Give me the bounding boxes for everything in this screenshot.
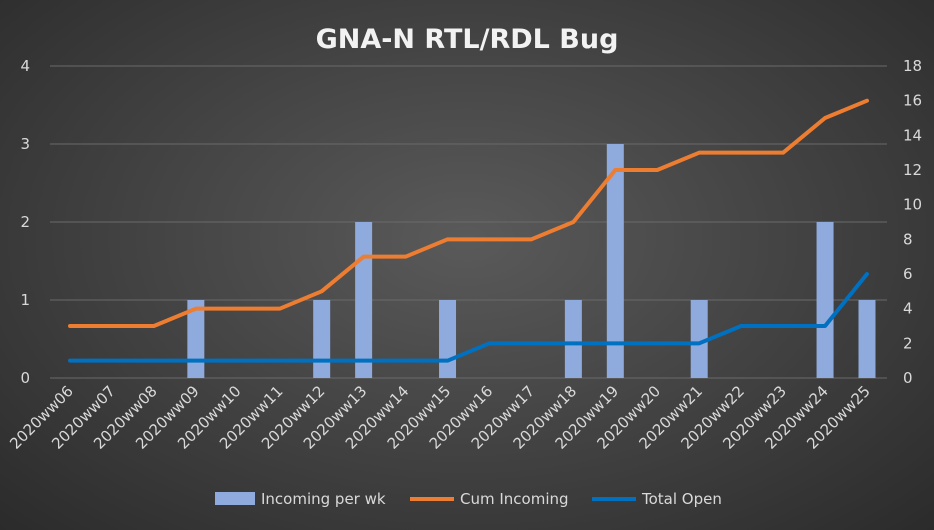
right-tick-label: 2	[903, 334, 913, 352]
legend-label: Total Open	[641, 490, 722, 508]
right-tick-label: 4	[903, 300, 913, 318]
right-tick-label: 6	[903, 265, 913, 283]
bar-2020ww24	[816, 222, 834, 378]
left-axis-ticks: 0 1 2 3 4	[20, 57, 30, 387]
right-tick-label: 18	[903, 57, 922, 75]
right-tick-label: 0	[903, 369, 913, 387]
bar-2020ww12	[313, 300, 331, 378]
left-tick-label: 3	[20, 135, 30, 153]
line-total-open	[68, 272, 869, 363]
legend-item: Incoming per wk	[215, 490, 386, 508]
bar-series-incoming	[187, 144, 876, 378]
right-tick-label: 12	[903, 161, 922, 179]
left-tick-label: 0	[20, 369, 30, 387]
bar-2020ww13	[355, 222, 373, 378]
legend-label: Cum Incoming	[460, 490, 569, 508]
bar-2020ww15	[439, 300, 457, 378]
line-cum-incoming	[68, 98, 869, 328]
legend-label: Incoming per wk	[261, 490, 386, 508]
legend: Incoming per wk Cum Incoming Total Open	[215, 490, 722, 508]
bar-2020ww09	[187, 300, 205, 378]
right-tick-label: 8	[903, 230, 913, 248]
line-series-group	[68, 98, 869, 363]
right-axis-ticks: 0 2 4 6 8 10 12 14 16 18	[903, 57, 922, 387]
legend-item: Total Open	[592, 490, 722, 508]
x-axis-ticks: 2020ww062020ww072020ww082020ww092020ww10…	[6, 382, 874, 453]
left-tick-label: 1	[20, 291, 30, 309]
legend-item: Cum Incoming	[410, 490, 569, 508]
gridlines	[50, 65, 887, 379]
legend-swatch	[215, 492, 255, 505]
right-tick-label: 16	[903, 92, 922, 110]
bar-2020ww21	[690, 300, 708, 378]
bar-2020ww18	[564, 300, 582, 378]
left-tick-label: 4	[20, 57, 30, 75]
left-tick-label: 2	[20, 213, 30, 231]
right-tick-label: 14	[903, 126, 922, 144]
bar-2020ww25	[858, 300, 876, 378]
chart-title: GNA-N RTL/RDL Bug	[316, 24, 619, 55]
bar-2020ww19	[606, 144, 624, 378]
right-tick-label: 10	[903, 196, 922, 214]
